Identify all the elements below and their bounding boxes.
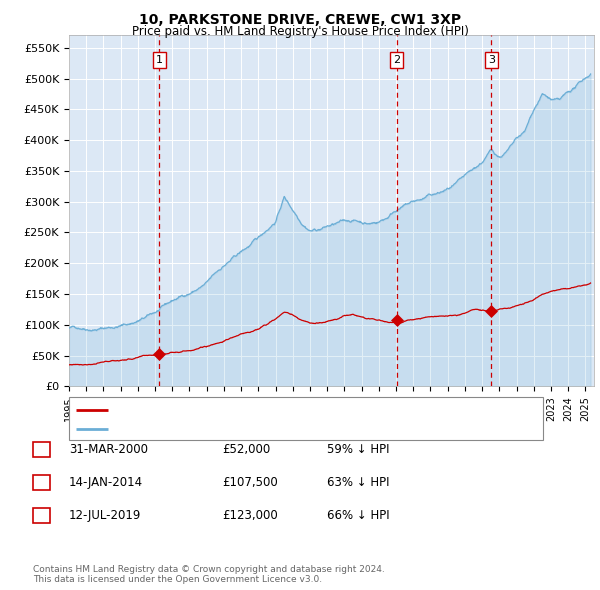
Text: 10, PARKSTONE DRIVE, CREWE, CW1 3XP: 10, PARKSTONE DRIVE, CREWE, CW1 3XP (139, 13, 461, 27)
Text: Contains HM Land Registry data © Crown copyright and database right 2024.
This d: Contains HM Land Registry data © Crown c… (33, 565, 385, 584)
Text: £107,500: £107,500 (222, 476, 278, 489)
Text: 31-MAR-2000: 31-MAR-2000 (69, 443, 148, 456)
Text: HPI: Average price, detached house, Cheshire East: HPI: Average price, detached house, Ches… (114, 424, 379, 434)
Text: 1: 1 (156, 55, 163, 65)
Text: 66% ↓ HPI: 66% ↓ HPI (327, 509, 389, 522)
Text: 59% ↓ HPI: 59% ↓ HPI (327, 443, 389, 456)
Text: 1: 1 (38, 443, 45, 456)
Text: Price paid vs. HM Land Registry's House Price Index (HPI): Price paid vs. HM Land Registry's House … (131, 25, 469, 38)
Text: £52,000: £52,000 (222, 443, 270, 456)
Text: 12-JUL-2019: 12-JUL-2019 (69, 509, 142, 522)
Text: 63% ↓ HPI: 63% ↓ HPI (327, 476, 389, 489)
Text: 14-JAN-2014: 14-JAN-2014 (69, 476, 143, 489)
Text: 2: 2 (38, 476, 45, 489)
Text: £123,000: £123,000 (222, 509, 278, 522)
Text: 3: 3 (38, 509, 45, 522)
Text: 10, PARKSTONE DRIVE, CREWE, CW1 3XP (detached house): 10, PARKSTONE DRIVE, CREWE, CW1 3XP (det… (114, 405, 424, 415)
Text: 2: 2 (393, 55, 400, 65)
Text: 3: 3 (488, 55, 495, 65)
